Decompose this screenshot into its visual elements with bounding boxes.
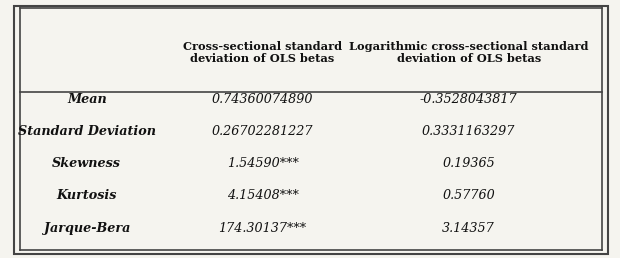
Text: Mean: Mean (67, 93, 107, 106)
Text: 4.15408***: 4.15408*** (227, 189, 298, 202)
Text: Cross-sectional standard
deviation of OLS betas: Cross-sectional standard deviation of OL… (183, 41, 342, 64)
Text: Standard Deviation: Standard Deviation (18, 125, 156, 138)
Text: 1.54590***: 1.54590*** (227, 157, 298, 170)
Text: Kurtosis: Kurtosis (56, 189, 117, 202)
Text: 3.14357: 3.14357 (442, 222, 495, 235)
Text: Jarque-Bera: Jarque-Bera (43, 222, 130, 235)
Text: 0.26702281227: 0.26702281227 (212, 125, 313, 138)
Text: -0.3528043817: -0.3528043817 (420, 93, 518, 106)
Text: 174.30137***: 174.30137*** (218, 222, 307, 235)
FancyBboxPatch shape (14, 6, 608, 254)
Text: 0.3331163297: 0.3331163297 (422, 125, 515, 138)
Text: 0.57760: 0.57760 (442, 189, 495, 202)
Text: Skewness: Skewness (52, 157, 121, 170)
Text: 0.74360074890: 0.74360074890 (212, 93, 313, 106)
Text: 0.19365: 0.19365 (442, 157, 495, 170)
Text: Logarithmic cross-sectional standard
deviation of OLS betas: Logarithmic cross-sectional standard dev… (349, 41, 588, 64)
